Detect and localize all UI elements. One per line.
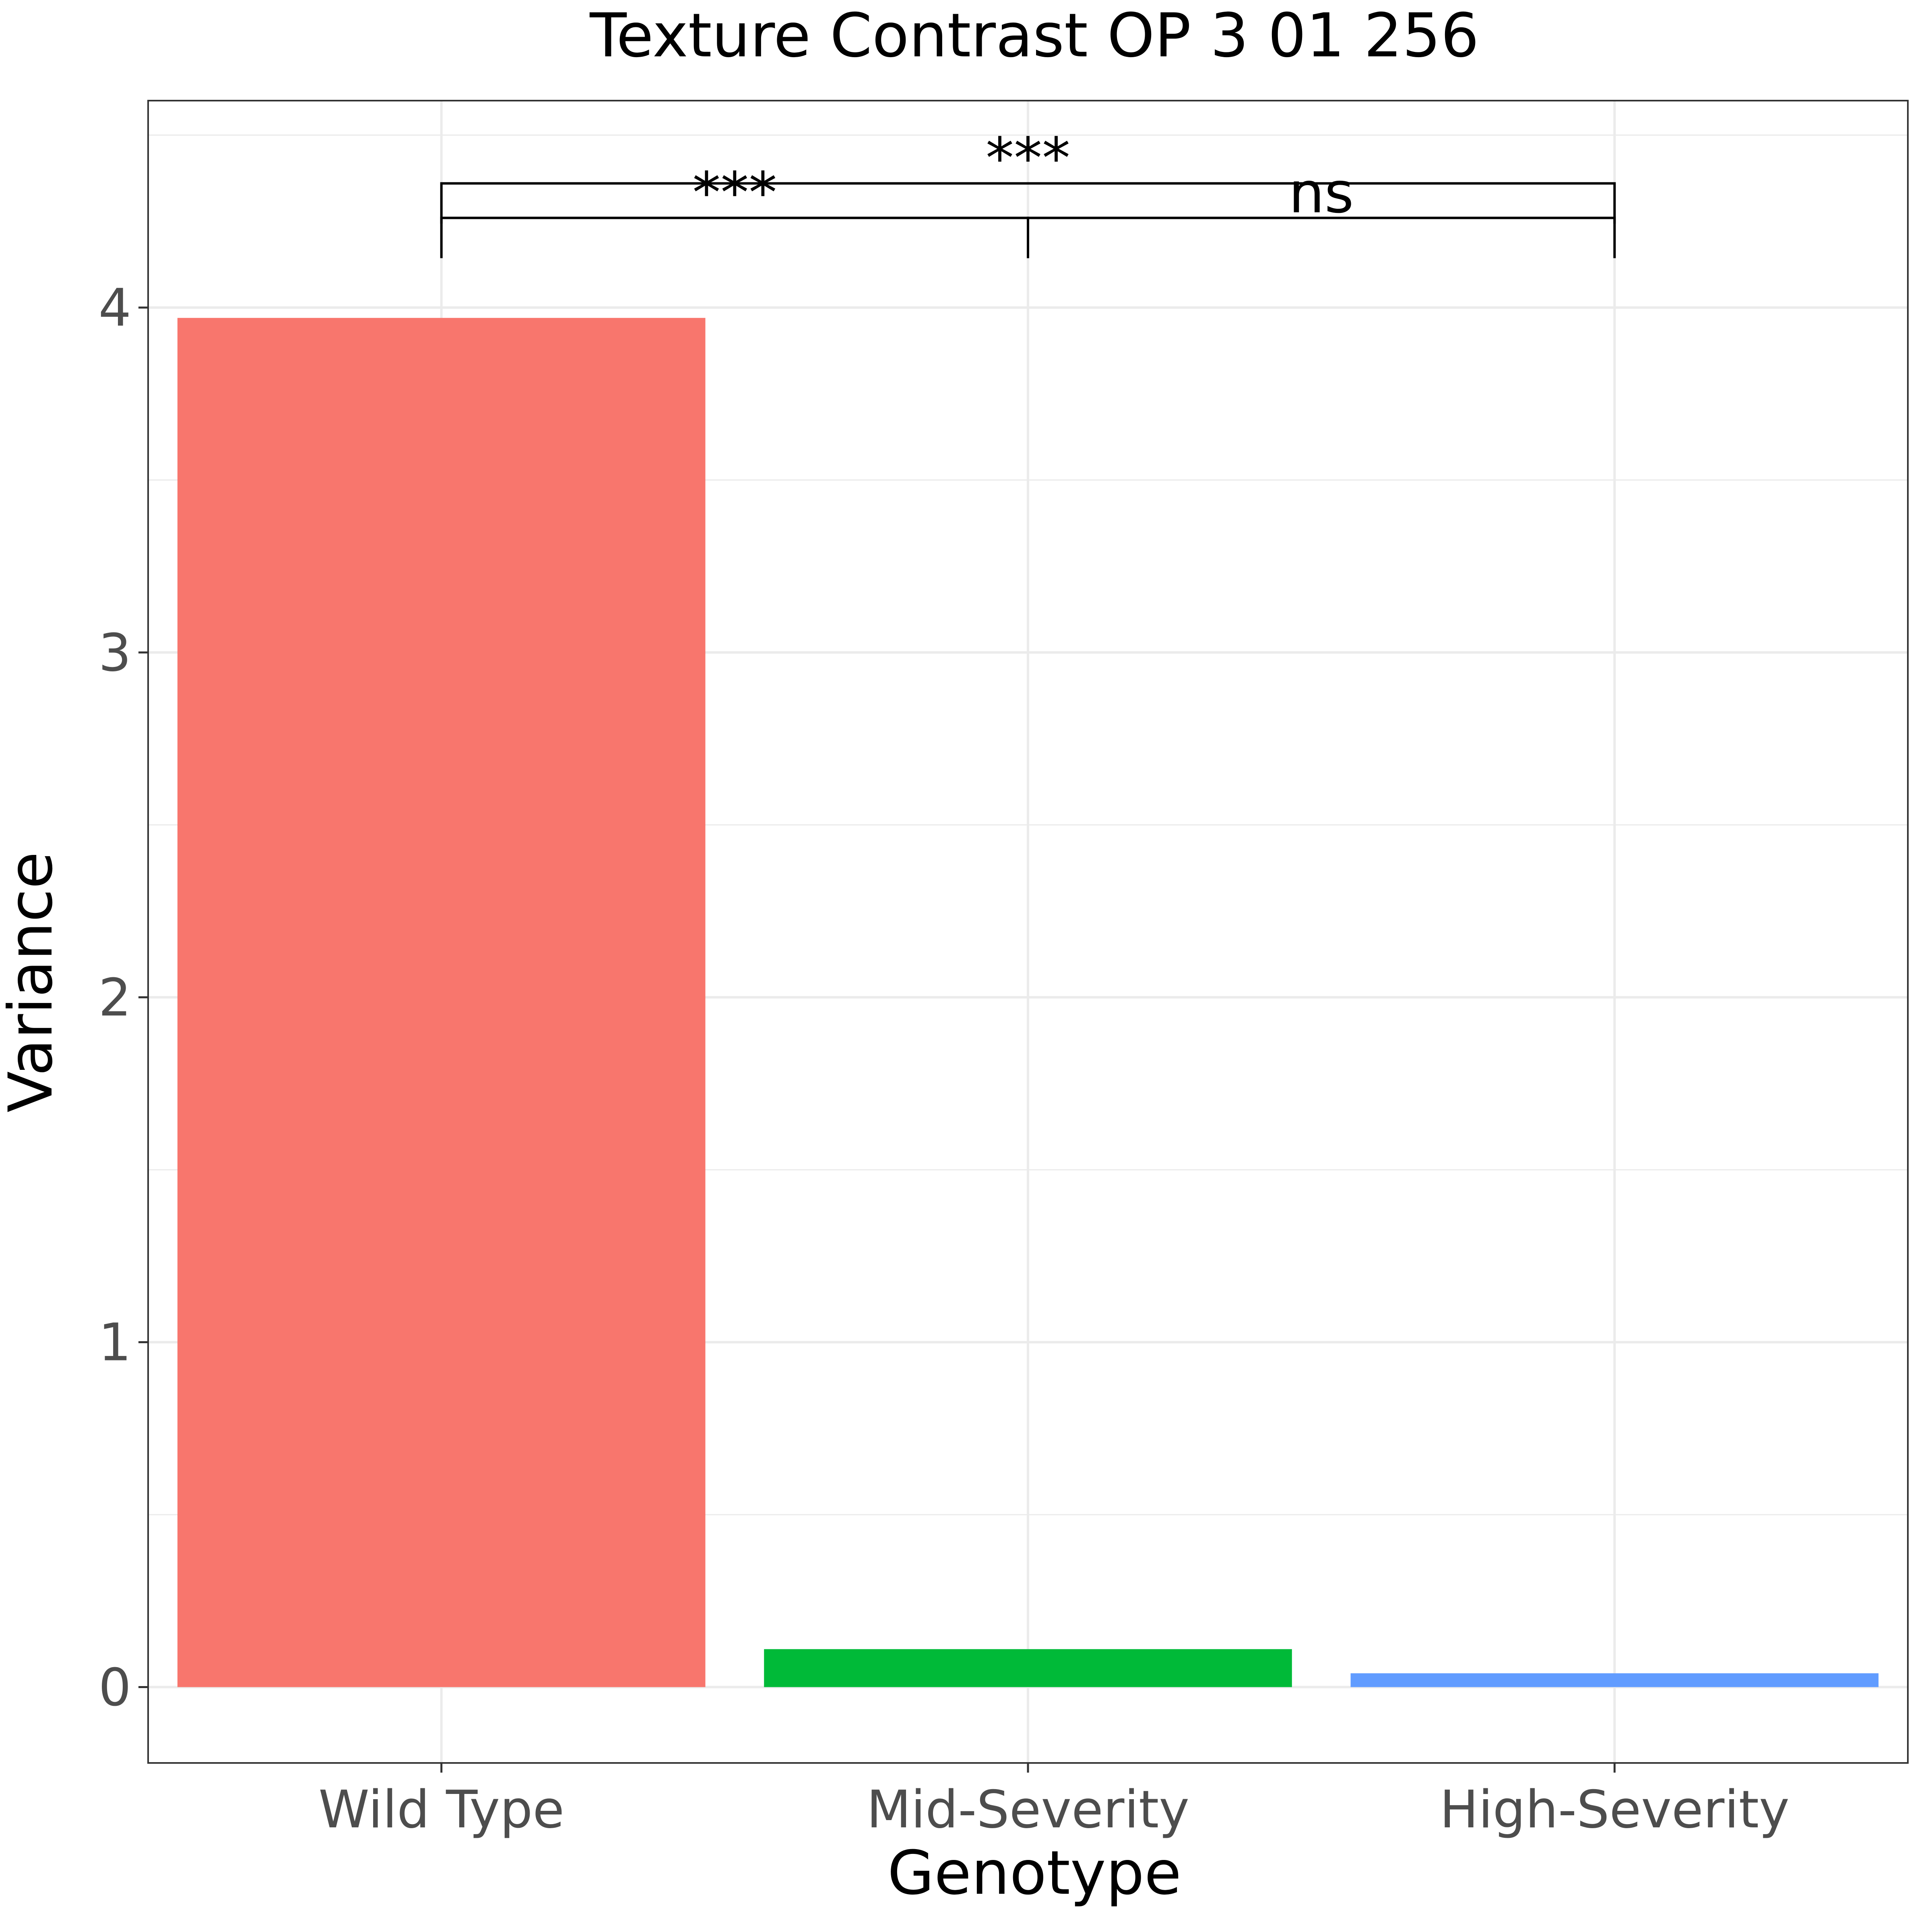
chart-title: Texture Contrast OP 3 01 256 bbox=[589, 1, 1479, 71]
x-axis-title: Genotype bbox=[888, 1838, 1181, 1908]
significance-label: *** bbox=[986, 126, 1070, 192]
significance-label: ns bbox=[1289, 160, 1354, 226]
y-axis: 0 1 2 3 4 bbox=[99, 278, 148, 1717]
x-tick-label: High-Severity bbox=[1440, 1780, 1790, 1840]
bars bbox=[177, 318, 1879, 1687]
significance-bracket bbox=[1027, 217, 1616, 258]
y-axis-title: Variance bbox=[0, 852, 66, 1113]
bar bbox=[764, 1649, 1292, 1687]
x-tick-label: Mid-Severity bbox=[867, 1780, 1189, 1840]
plot-panel: *** ns *** bbox=[147, 100, 1909, 1764]
significance-brackets: *** ns *** bbox=[440, 126, 1616, 258]
y-tick-label: 2 bbox=[99, 968, 131, 1028]
y-tick-label: 1 bbox=[99, 1313, 131, 1373]
bar bbox=[177, 318, 706, 1687]
y-tick-label: 3 bbox=[99, 623, 131, 683]
y-tick-label: 4 bbox=[99, 278, 131, 338]
significance-bracket bbox=[440, 182, 1616, 224]
significance-label: *** bbox=[692, 160, 777, 226]
bar bbox=[1350, 1673, 1879, 1687]
x-axis: Wild Type Mid-Severity High-Severity bbox=[318, 1763, 1790, 1840]
x-tick-label: Wild Type bbox=[318, 1780, 564, 1840]
y-tick-label: 0 bbox=[99, 1657, 131, 1717]
